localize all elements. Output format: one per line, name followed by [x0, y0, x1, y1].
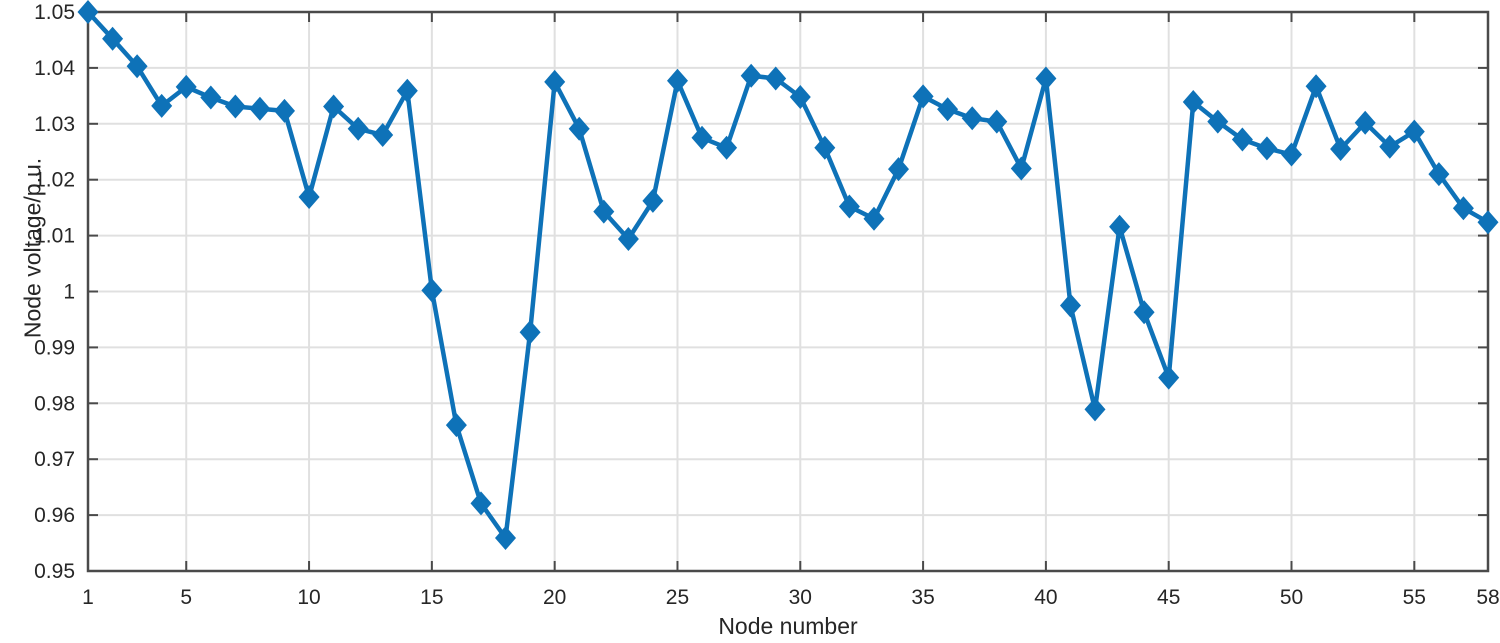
data-point-marker	[765, 66, 787, 91]
data-point-marker	[912, 84, 934, 109]
data-point-marker	[200, 85, 222, 110]
data-point-marker	[102, 26, 124, 51]
data-point-marker	[519, 320, 541, 345]
data-point-marker	[1084, 397, 1106, 422]
data-point-marker	[740, 63, 762, 88]
data-point-marker	[347, 116, 369, 141]
data-point-marker	[470, 491, 492, 516]
y-tick-label: 1.05	[34, 1, 75, 24]
data-point-marker	[1477, 210, 1499, 235]
data-point-marker	[1035, 66, 1057, 91]
data-point-marker	[372, 123, 394, 147]
data-point-marker	[1182, 90, 1204, 114]
y-axis-label: Node voltage/p.u.	[19, 157, 46, 339]
data-point-marker	[1403, 119, 1425, 144]
data-point-marker	[1060, 293, 1081, 318]
data-point-marker	[224, 94, 246, 119]
x-tick-label: 58	[1476, 586, 1499, 609]
data-point-marker	[1207, 109, 1229, 134]
y-tick-label: 0.99	[34, 336, 75, 359]
x-axis-label: Node number	[718, 613, 858, 639]
data-point-marker	[691, 125, 713, 150]
data-point-marker	[1428, 162, 1450, 187]
x-tick-label: 15	[420, 586, 443, 609]
data-point-marker	[1256, 136, 1278, 161]
y-tick-label: 1.04	[34, 57, 75, 80]
data-point-marker	[126, 54, 148, 79]
data-point-marker	[1133, 300, 1155, 325]
data-point-marker	[445, 413, 467, 438]
data-point-marker	[838, 194, 860, 219]
data-point-marker	[249, 96, 271, 121]
data-point-marker	[298, 185, 320, 209]
data-point-marker	[1330, 137, 1352, 161]
y-tick-label: 1.02	[34, 169, 75, 192]
data-point-marker	[986, 109, 1008, 134]
data-point-marker	[151, 93, 173, 118]
data-point-marker	[274, 98, 295, 123]
series-line	[85, 9, 1491, 541]
data-point-marker	[642, 188, 664, 213]
x-tick-label: 30	[789, 586, 812, 609]
data-point-marker	[1281, 142, 1302, 167]
y-tick-label: 1.03	[34, 113, 75, 136]
data-point-marker	[667, 68, 688, 93]
x-tick-label: 1	[82, 586, 94, 609]
y-tick-label: 0.98	[34, 392, 75, 415]
data-point-marker	[789, 85, 811, 109]
x-tick-label: 25	[666, 586, 689, 609]
data-point-marker	[1354, 110, 1376, 135]
data-point-marker	[888, 157, 909, 182]
data-point-marker	[421, 278, 443, 303]
data-point-marker	[495, 526, 516, 550]
data-point-marker	[396, 78, 418, 103]
data-point-marker	[568, 116, 590, 141]
y-tick-label: 0.97	[34, 448, 75, 471]
data-point-marker	[77, 0, 99, 24]
data-point-marker	[961, 106, 983, 131]
x-tick-label: 35	[911, 586, 934, 609]
y-tick-label: 1.01	[34, 225, 75, 248]
data-point-marker	[544, 69, 566, 94]
data-point-marker	[1158, 365, 1180, 390]
data-point-marker	[1109, 214, 1131, 239]
data-point-marker	[863, 206, 885, 231]
data-point-marker	[1452, 196, 1474, 221]
data-point-marker	[814, 135, 836, 160]
data-point-marker	[1305, 74, 1327, 99]
data-point-marker	[617, 227, 639, 251]
data-point-marker	[1231, 127, 1253, 152]
x-tick-label: 20	[543, 586, 566, 609]
data-point-marker	[323, 94, 345, 119]
x-tick-label: 45	[1157, 586, 1180, 609]
data-point-marker	[716, 135, 738, 160]
data-point-marker	[1010, 156, 1032, 181]
y-tick-label: 1	[63, 281, 75, 304]
y-tick-label: 0.96	[34, 504, 75, 527]
data-point-marker	[175, 74, 197, 99]
data-point-marker	[593, 199, 615, 224]
x-tick-label: 55	[1403, 586, 1426, 609]
x-tick-label: 5	[180, 586, 192, 609]
x-tick-label: 50	[1280, 586, 1303, 609]
x-tick-label: 10	[297, 586, 320, 609]
data-point-marker	[937, 97, 959, 122]
x-tick-label: 40	[1034, 586, 1057, 609]
data-point-marker	[1379, 134, 1401, 159]
y-tick-label: 0.95	[34, 560, 75, 583]
